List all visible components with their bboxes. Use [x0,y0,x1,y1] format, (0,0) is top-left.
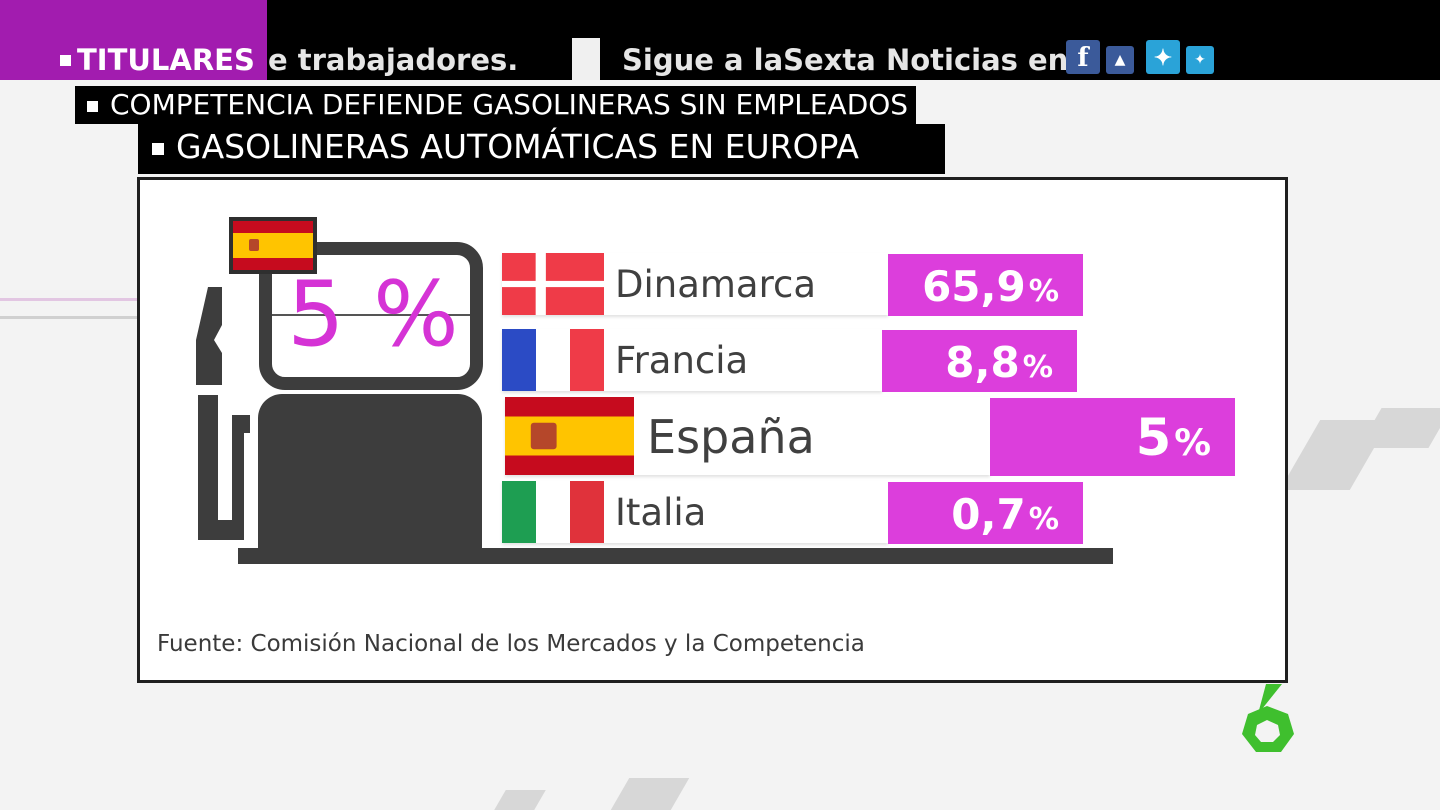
headline-primary-text: COMPETENCIA DEFIENDE GASOLINERAS SIN EMP… [110,88,909,121]
country-label: Dinamarca [615,263,817,306]
twitter-icon[interactable]: ✦ [1146,40,1180,74]
background-line [0,316,137,319]
italy-flag-icon [502,481,604,543]
data-label: 8,8% [945,338,1053,387]
country-label: Italia [615,491,707,534]
background-stripe [1358,408,1440,448]
background-stripe [610,778,690,810]
pump-display-divider [272,314,470,316]
source-note: Fuente: Comisión Nacional de los Mercado… [157,631,865,657]
spain-flag-icon [229,217,317,274]
headline-secondary-text: GASOLINERAS AUTOMÁTICAS EN EUROPA [176,127,859,166]
ticker-label: TITULARES [0,0,267,80]
data-label: 65,9% [922,262,1059,311]
lasexta-logo-icon [1242,684,1294,752]
denmark-flag-icon [502,253,604,315]
pump-body [258,394,482,564]
headline-primary: COMPETENCIA DEFIENDE GASOLINERAS SIN EMP… [75,86,917,124]
bar [888,254,1083,316]
ticker-bar: TITULARES e trabajadores. Sigue a laSext… [0,0,1440,80]
background-stripe [494,790,546,810]
twitter-small-icon[interactable]: ✦ [1186,46,1214,74]
facebook-icon[interactable]: f [1066,40,1100,74]
france-flag-icon [502,329,604,391]
ticker-separator [572,38,600,80]
country-label: España [647,410,815,464]
ticker-scroll-text: e trabajadores. [268,43,519,77]
data-label: 0,7% [951,490,1059,539]
ticker-label-text: TITULARES [77,43,255,77]
headline-secondary: GASOLINERAS AUTOMÁTICAS EN EUROPA [138,124,945,174]
facebook-small-icon[interactable]: ▲ [1106,46,1134,74]
bar [990,398,1235,476]
spain-flag-icon [505,397,634,475]
pump-percentage: 5 % [287,262,459,367]
data-label: 5% [1135,409,1211,468]
country-label: Francia [615,339,749,382]
chart-baseline [238,548,1113,564]
ticker-follow-text: Sigue a laSexta Noticias en [622,43,1069,77]
fuel-nozzle-icon [196,287,250,540]
background-line [0,298,137,301]
bar [888,482,1083,544]
bar [882,330,1077,392]
